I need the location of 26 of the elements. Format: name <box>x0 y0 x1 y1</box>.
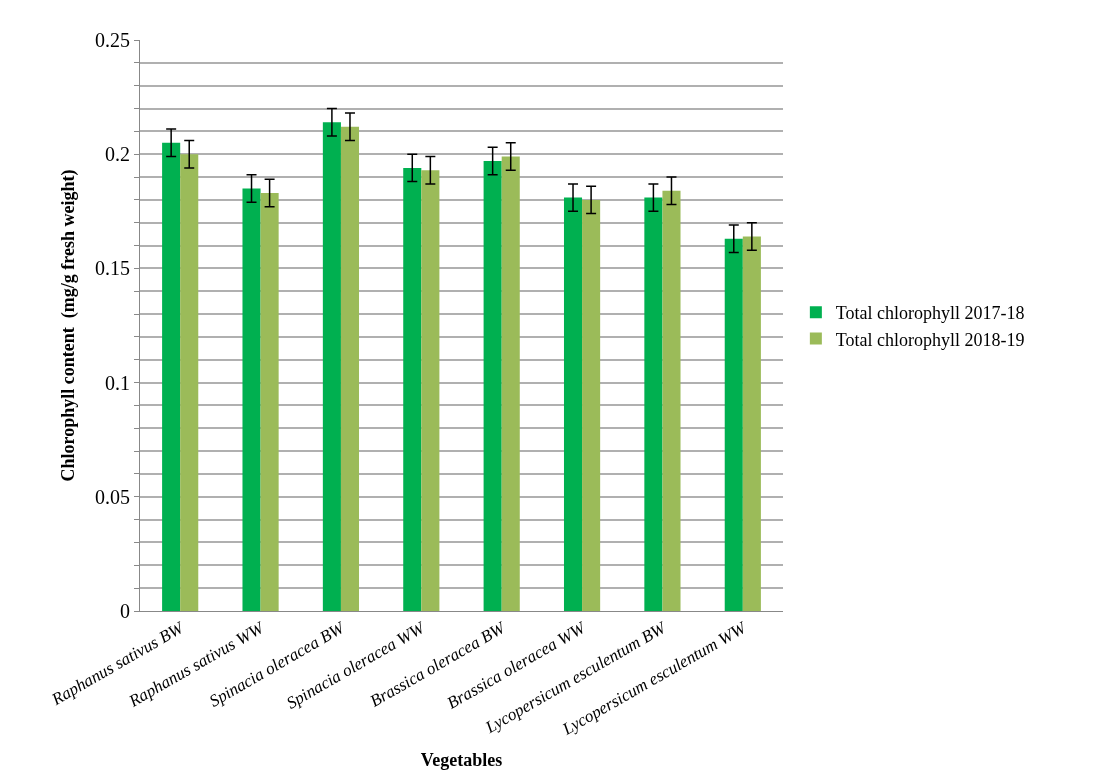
y-tick-label: 0.1 <box>105 371 130 394</box>
legend-label: Total chlorophyll 2018-19 <box>835 329 1025 350</box>
bar <box>582 199 601 611</box>
legend-label: Total chlorophyll 2017-18 <box>835 303 1025 324</box>
y-axis-title: Chlorophyll content (mg/g fresh weight) <box>58 169 80 482</box>
bar <box>403 167 422 611</box>
bar <box>483 161 502 611</box>
bar <box>563 197 583 611</box>
bar <box>242 188 261 611</box>
bar <box>340 126 360 611</box>
bar <box>501 156 520 611</box>
bar <box>742 236 761 611</box>
bar <box>180 154 199 611</box>
y-tick-label: 0.2 <box>105 143 130 166</box>
y-tick-label: 0.25 <box>95 29 130 51</box>
y-tick-label: 0 <box>120 600 130 622</box>
bar <box>421 170 440 611</box>
bar <box>724 238 743 611</box>
bar <box>662 190 681 611</box>
bar <box>644 197 663 611</box>
x-axis-title: Vegetables <box>420 750 503 771</box>
bar <box>260 193 279 611</box>
y-tick-label: 0.15 <box>95 257 130 280</box>
y-tick-label: 0.05 <box>95 485 130 508</box>
bar <box>162 142 181 611</box>
bar <box>322 122 341 611</box>
